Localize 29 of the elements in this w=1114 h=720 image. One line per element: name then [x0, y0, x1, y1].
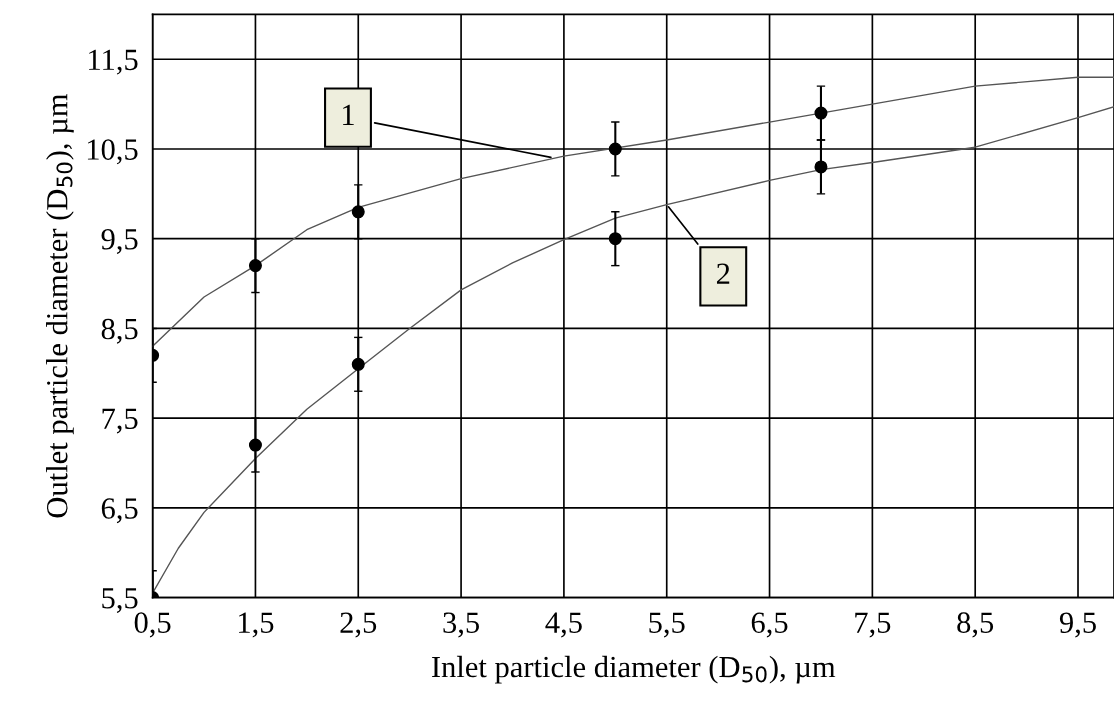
y-tick-label: 6,5	[101, 498, 138, 524]
x-axis-title: Inlet particle diameter (D$_{50}$), µm	[431, 655, 836, 684]
x-tick-label: 9,5	[1059, 612, 1096, 638]
x-tick-label: 1,5	[239, 612, 274, 638]
y-tick-label: 8,5	[101, 318, 138, 344]
x-tick-label: 6,5	[751, 612, 788, 638]
y-tick-label: 11,5	[89, 49, 138, 75]
x-tick-label: 5,5	[649, 612, 685, 638]
x-tick-label: 0,5	[134, 612, 171, 638]
point	[608, 232, 622, 246]
point	[814, 106, 828, 120]
annotation: 1	[343, 104, 354, 125]
point	[351, 357, 365, 371]
x-tick-label: 3,5	[443, 612, 479, 638]
y-axis-title: Outlet particle diameter (D$_{50}$), µm	[46, 93, 74, 518]
point	[351, 205, 365, 219]
point	[814, 160, 828, 174]
y-tick-label: 10,5	[87, 139, 138, 165]
x-tick-label: 8,5	[957, 612, 994, 638]
x-tick-label: 4,5	[545, 612, 582, 638]
point	[248, 259, 262, 273]
y-tick-label: 5,5	[102, 588, 138, 613]
point	[248, 438, 262, 452]
y-tick-label: 7,5	[102, 408, 138, 434]
x-tick-label: 2,5	[340, 612, 377, 638]
annotation: 2	[716, 263, 730, 284]
y-tick-label: 9,5	[101, 229, 138, 255]
x-tick-label: 7,5	[855, 612, 891, 638]
point	[608, 142, 622, 156]
